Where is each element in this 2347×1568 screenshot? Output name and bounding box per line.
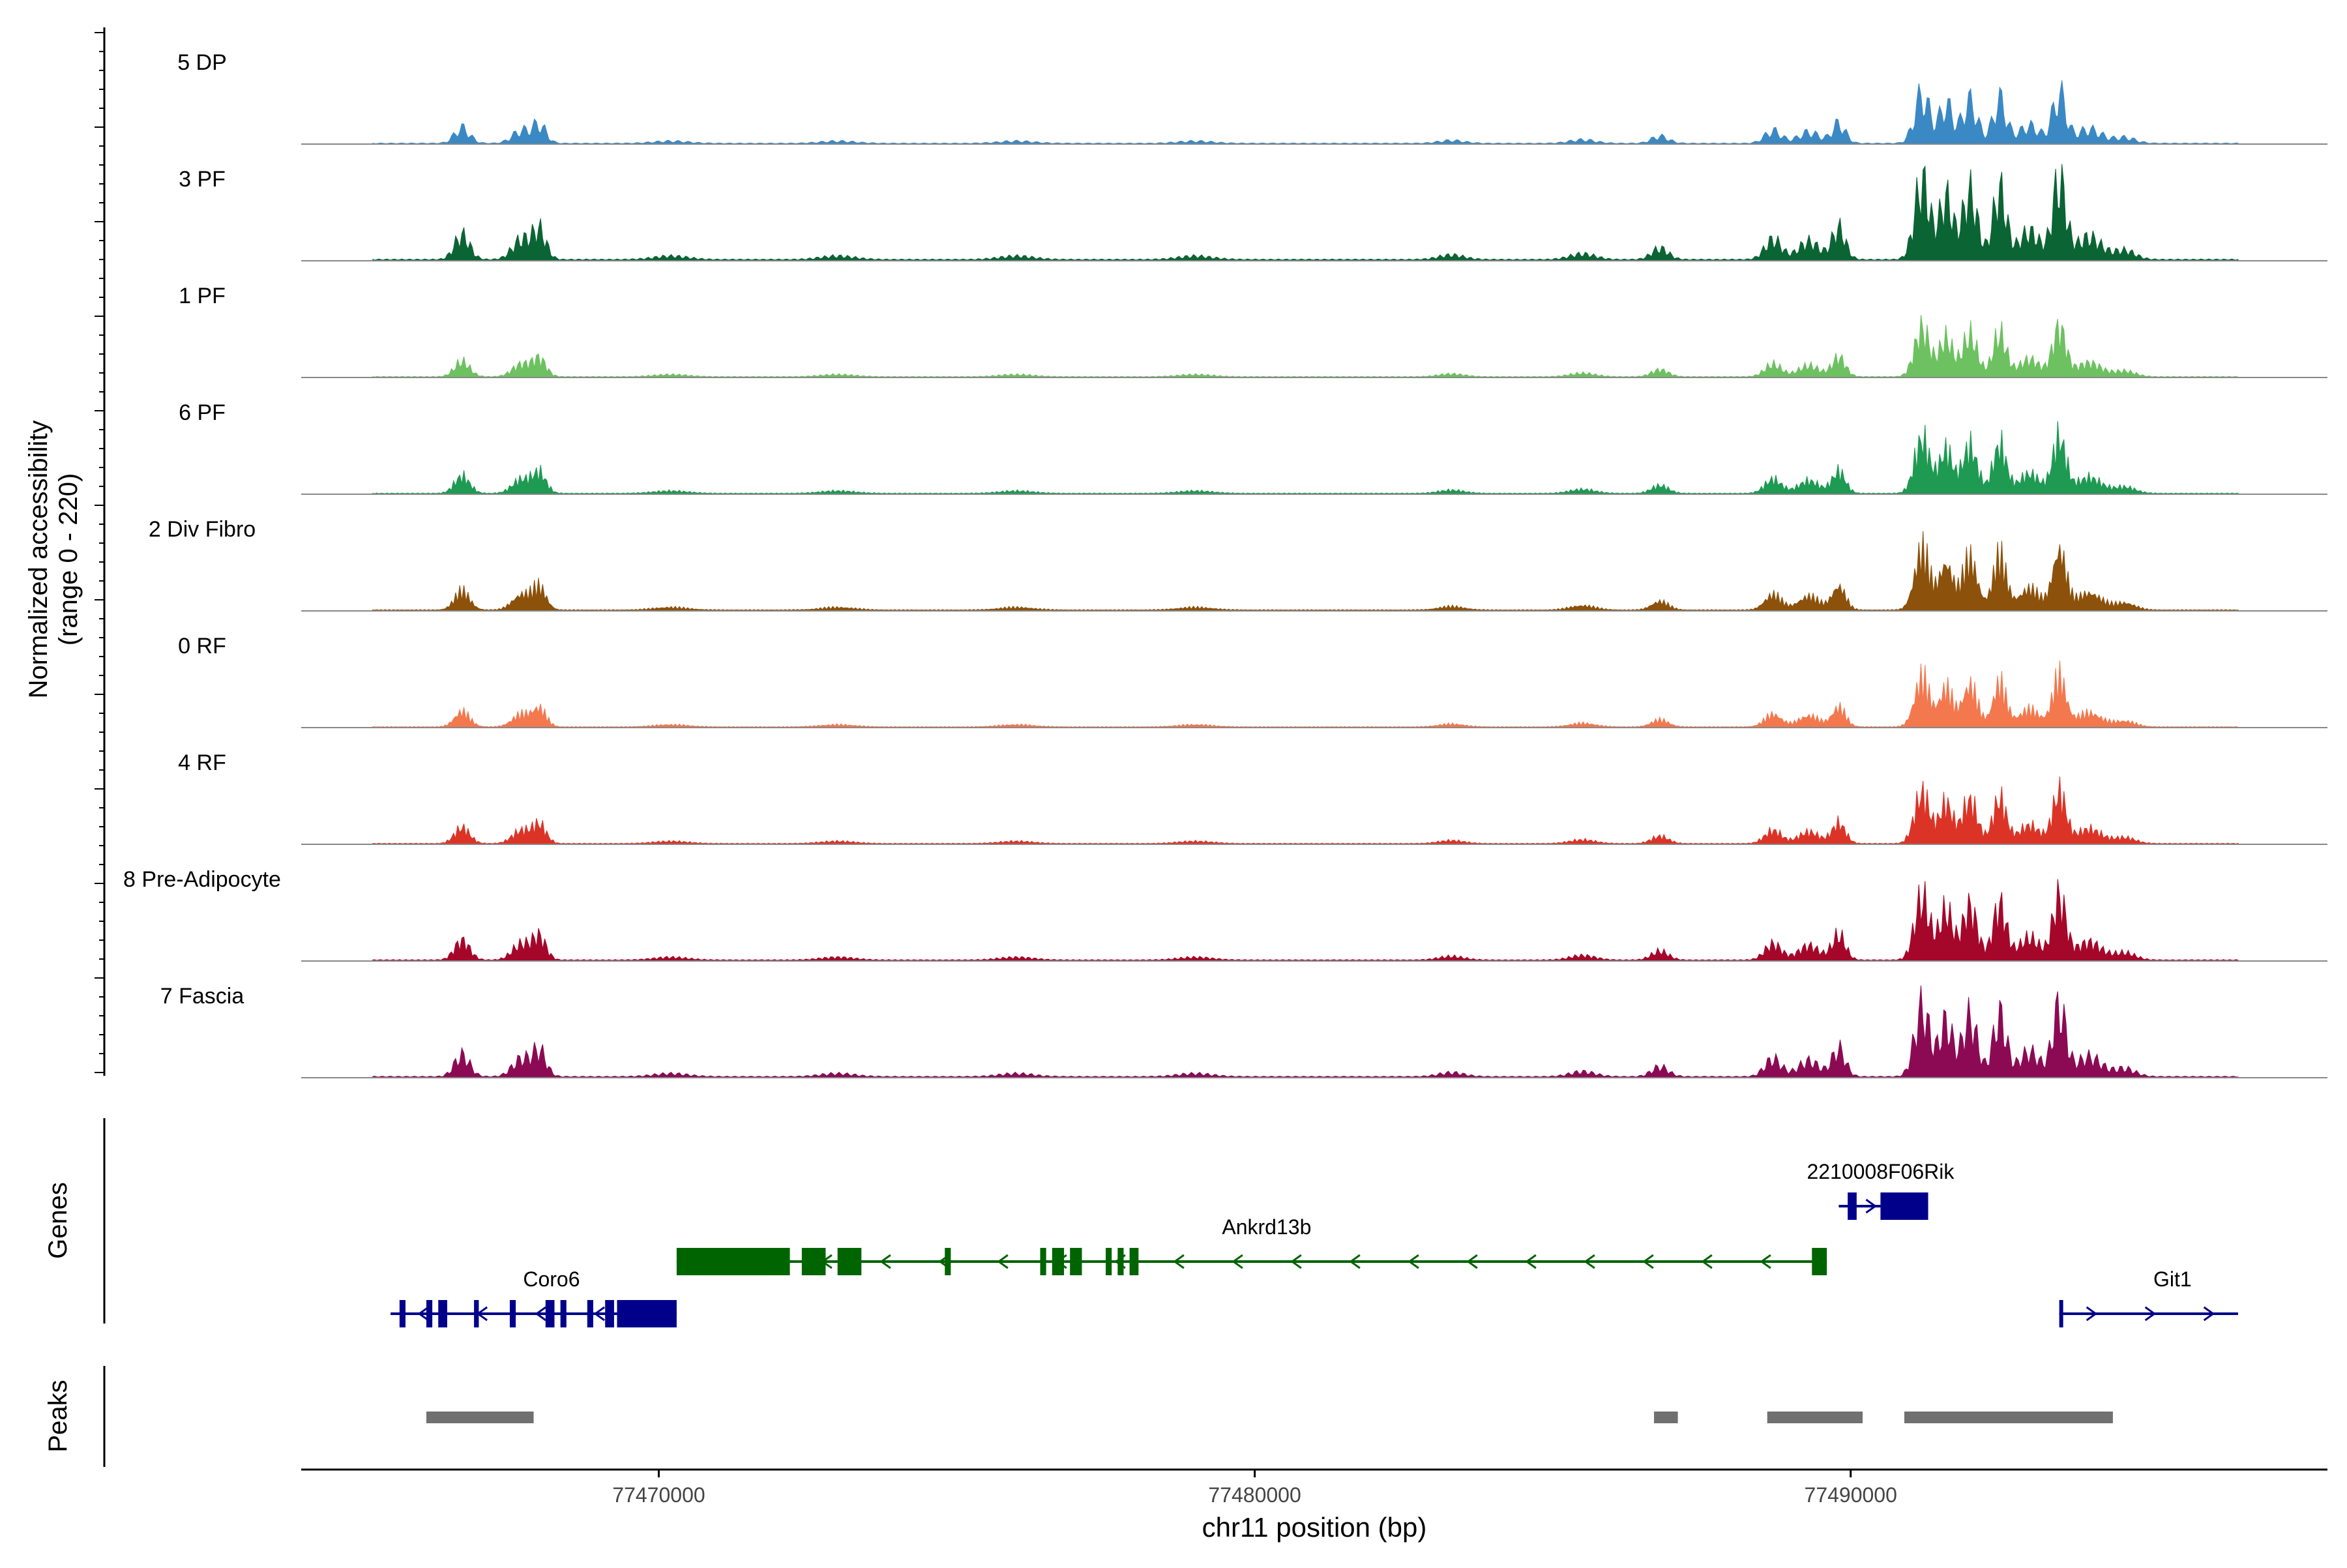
exon	[2059, 1300, 2063, 1327]
strand-arrow	[1525, 1254, 1537, 1269]
track-label: 1 PF	[179, 284, 226, 308]
track-2: 1 PF	[179, 284, 2327, 378]
coverage-y-ticks	[95, 32, 104, 1073]
coverage-area	[372, 164, 2239, 261]
strand-arrow	[2086, 1306, 2098, 1322]
gene-Git1: Git1	[2059, 1267, 2238, 1327]
exon	[399, 1300, 406, 1327]
x-tick-label: 77470000	[612, 1483, 705, 1507]
track-8: 7 Fascia	[160, 984, 2327, 1078]
gene-label: Git1	[2153, 1267, 2192, 1291]
coverage-area	[372, 660, 2239, 728]
strand-arrow	[1584, 1254, 1595, 1269]
gene-Ankrd13b: Ankrd13b	[676, 1215, 1827, 1275]
strand-arrow	[1290, 1254, 1302, 1269]
exon	[1129, 1248, 1139, 1275]
coverage-area	[372, 879, 2239, 962]
gene-2210008F06Rik: 2210008F06Rik	[1807, 1160, 1955, 1220]
exon	[1106, 1248, 1112, 1275]
track-1: 3 PF	[179, 164, 2327, 261]
x-tick-label: 77480000	[1208, 1483, 1301, 1507]
x-tick-label: 77490000	[1805, 1483, 1897, 1507]
exon	[1880, 1192, 1928, 1220]
peak-bar	[1767, 1412, 1863, 1423]
gene-annotations: Coro6 Ankrd13b 2210008F06Rik Git1	[391, 1160, 2238, 1327]
track-6: 4 RF	[178, 750, 2327, 845]
strand-arrow	[1865, 1198, 1878, 1214]
strand-arrow	[417, 1306, 429, 1322]
coverage-tracks: 5 DP 3 PF 1 PF 6 PF 2 Div Fibro 0 RF 4 RF 8 Pre…	[123, 50, 2327, 1078]
exon	[509, 1300, 516, 1327]
gene-label: 2210008F06Rik	[1807, 1160, 1955, 1183]
track-0: 5 DP	[177, 50, 2327, 145]
track-label: 2 Div Fibro	[149, 517, 256, 542]
gene-label: Coro6	[523, 1267, 580, 1291]
gene-label: Ankrd13b	[1222, 1215, 1311, 1239]
strand-arrow	[1760, 1254, 1771, 1269]
track-7: 8 Pre-Adipocyte	[123, 867, 2327, 962]
exon	[1052, 1248, 1065, 1275]
track-label: 5 DP	[177, 50, 227, 75]
exon	[1848, 1192, 1857, 1220]
exon	[545, 1300, 555, 1327]
strand-arrow	[1232, 1254, 1243, 1269]
track-label: 6 PF	[179, 400, 226, 425]
coverage-area	[372, 80, 2239, 145]
exon	[1070, 1248, 1082, 1275]
peak-bar	[1654, 1412, 1678, 1423]
coverage-area	[372, 531, 2239, 612]
strand-arrow	[593, 1306, 605, 1322]
y-axis-title-line2: (range 0 - 220)	[54, 473, 83, 646]
track-label: 7 Fascia	[160, 984, 244, 1009]
y-axis-title-line1: Normalized accessibility	[24, 421, 53, 699]
coverage-area	[372, 776, 2239, 845]
track-label: 0 RF	[178, 634, 226, 658]
strand-arrow	[2144, 1306, 2157, 1322]
peaks-panel-label: Peaks	[44, 1380, 72, 1452]
coverage-area	[372, 315, 2239, 378]
strand-arrow	[535, 1306, 546, 1322]
exon	[837, 1248, 862, 1275]
exon	[945, 1248, 951, 1275]
exon	[676, 1248, 790, 1275]
peak-bar	[1904, 1412, 2113, 1423]
exon	[801, 1248, 826, 1275]
exon	[1040, 1248, 1046, 1275]
strand-arrow	[1173, 1254, 1185, 1269]
strand-arrow	[2203, 1306, 2215, 1322]
exon	[426, 1300, 433, 1327]
strand-arrow	[1466, 1254, 1478, 1269]
track-label: 3 PF	[179, 167, 226, 192]
genes-panel-label: Genes	[44, 1182, 72, 1259]
exon	[438, 1300, 447, 1327]
x-axis-ticks: 77470000 77480000 77490000	[612, 1470, 1897, 1507]
exon	[560, 1300, 567, 1327]
exon	[474, 1300, 479, 1327]
track-label: 8 Pre-Adipocyte	[123, 867, 281, 892]
x-axis-title: chr11 position (bp)	[1202, 1512, 1427, 1543]
track-4: 2 Div Fibro	[149, 517, 2327, 612]
track-5: 0 RF	[178, 634, 2327, 728]
peak-regions	[426, 1412, 2113, 1423]
gene-Coro6: Coro6	[391, 1267, 677, 1327]
exon	[617, 1300, 677, 1327]
strand-arrow	[1408, 1254, 1419, 1269]
strand-arrow	[1701, 1254, 1713, 1269]
coverage-area	[372, 985, 2239, 1078]
exon	[1117, 1248, 1124, 1275]
track-3: 6 PF	[179, 400, 2327, 495]
strand-arrow	[1642, 1254, 1654, 1269]
exon	[1812, 1248, 1827, 1275]
exon	[587, 1300, 593, 1327]
strand-arrow	[1349, 1254, 1361, 1269]
strand-arrow	[879, 1254, 891, 1269]
track-label: 4 RF	[178, 750, 226, 775]
exon	[605, 1300, 614, 1327]
coverage-area	[372, 421, 2239, 495]
strand-arrow	[997, 1254, 1009, 1269]
peak-bar	[426, 1412, 534, 1423]
